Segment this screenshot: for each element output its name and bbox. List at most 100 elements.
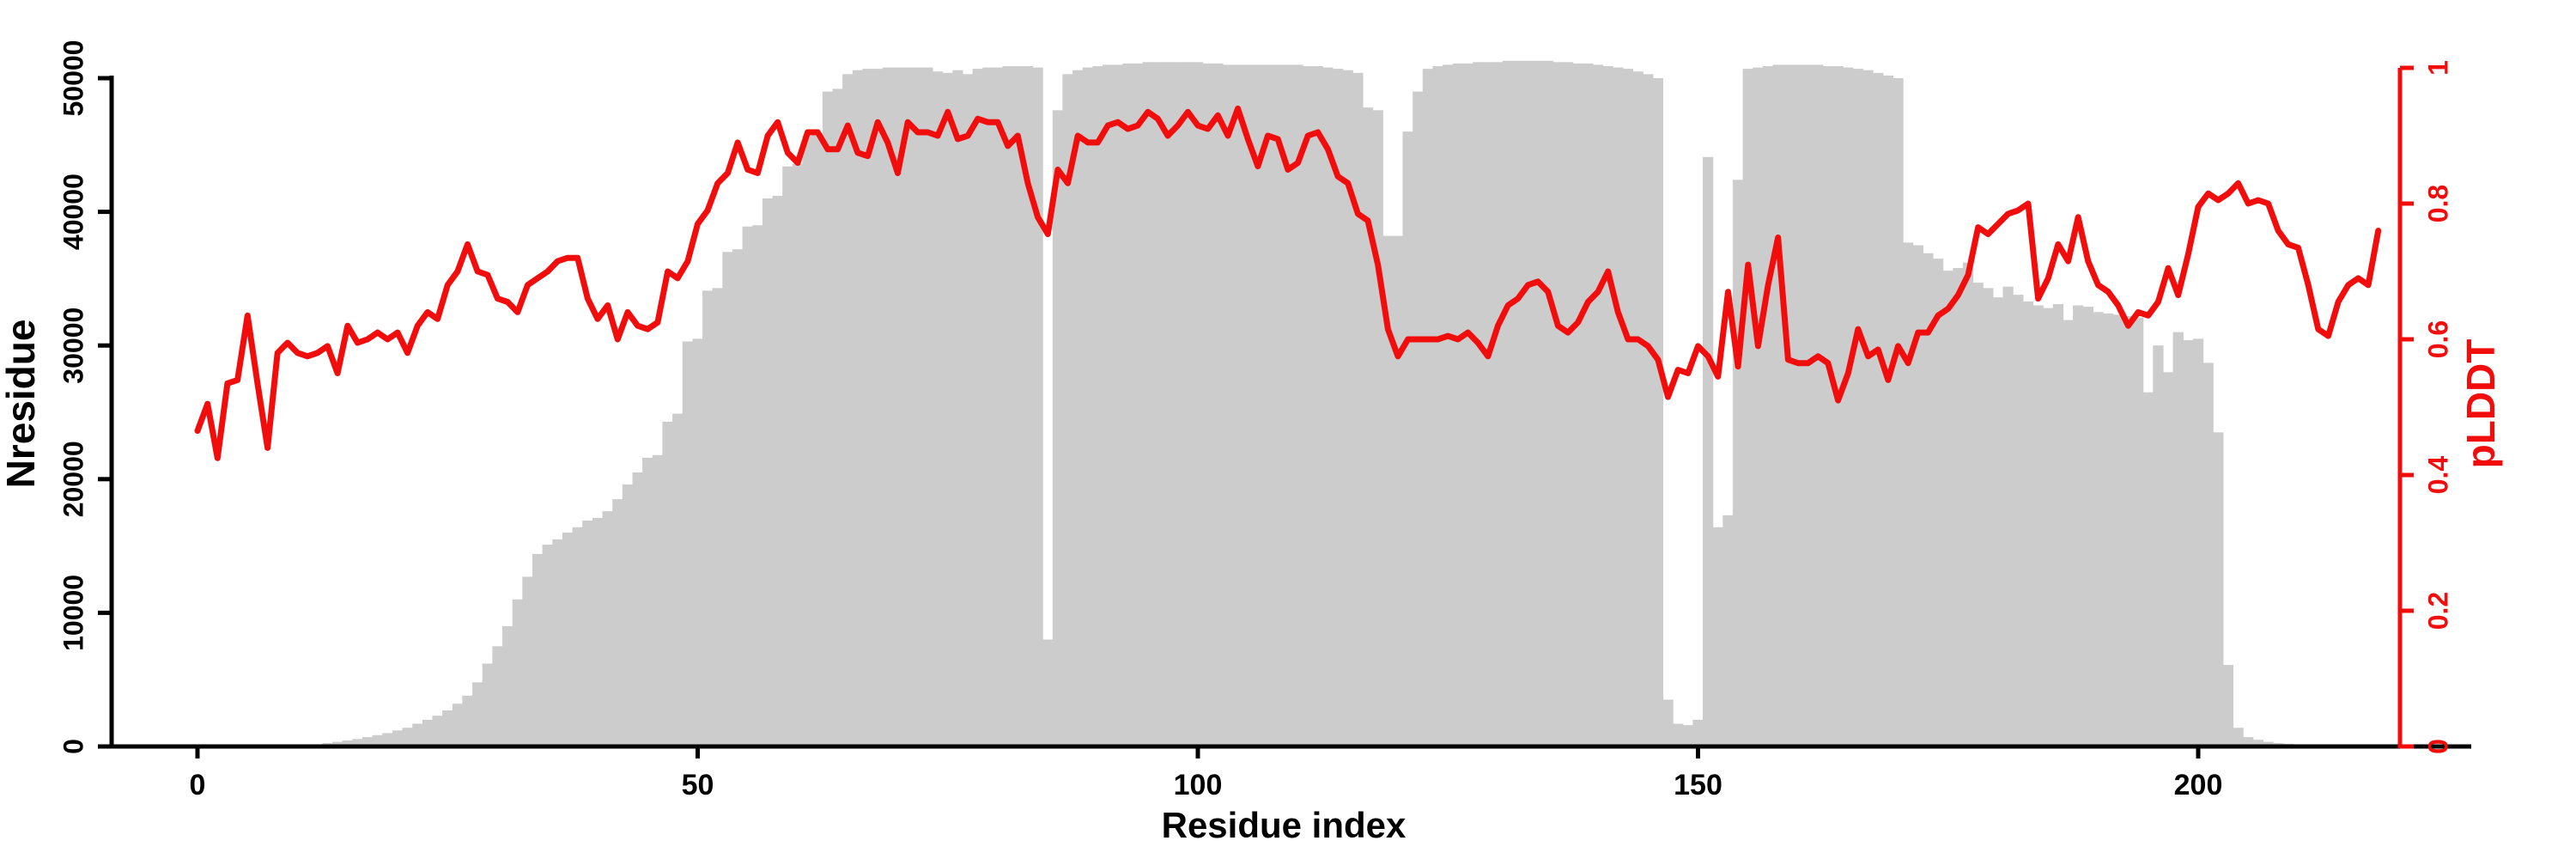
nresidue-bar — [722, 252, 733, 746]
nresidue-bar — [1052, 110, 1064, 747]
right-axis-title: pLDDT — [2458, 339, 2503, 469]
nresidue-bar — [1182, 62, 1194, 747]
nresidue-bar — [1312, 66, 1323, 746]
nresidue-bar — [1882, 75, 1893, 746]
nresidue-bar — [852, 70, 864, 746]
nresidue-bar — [1462, 63, 1473, 746]
nresidue-bar — [2243, 737, 2254, 746]
nresidue-bar — [1342, 70, 1353, 746]
nresidue-bar — [1512, 60, 1523, 747]
nresidue-bar — [632, 472, 643, 746]
left-axis-title: Nresidue — [0, 320, 43, 489]
nresidue-bar — [662, 421, 673, 746]
nresidue-bar — [482, 663, 493, 746]
nresidue-bar — [692, 338, 703, 746]
nresidue-bar — [392, 730, 404, 746]
nresidue-bar — [2112, 314, 2123, 746]
nresidue-bar — [1562, 62, 1574, 747]
nresidue-bar — [2013, 295, 2024, 747]
nresidue-bar — [1262, 64, 1273, 746]
nresidue-bar — [1592, 64, 1604, 746]
nresidue-bar — [1062, 74, 1073, 747]
nresidue-bar — [1712, 527, 1723, 746]
nresidue-bar — [1792, 64, 1804, 746]
nresidue-bar — [1032, 67, 1043, 747]
nresidue-bar — [1832, 66, 1844, 746]
nresidue-bar — [2032, 305, 2044, 746]
nresidue-bar — [2252, 740, 2264, 746]
nresidue-bar — [2183, 340, 2194, 746]
nresidue-bar — [1413, 91, 1424, 747]
nresidue-bar — [742, 226, 753, 746]
nresidue-bar — [422, 719, 434, 746]
nresidue-bar — [361, 737, 374, 746]
nresidue-bar — [842, 74, 854, 747]
nresidue-bar — [933, 71, 944, 746]
nresidue-bar — [1753, 67, 1764, 747]
nresidue-bar — [1172, 62, 1183, 747]
nresidue-bar — [1583, 63, 1594, 746]
nresidue-bar — [1042, 639, 1054, 746]
nresidue-bar — [732, 249, 744, 746]
nresidue-bar-series — [262, 60, 2374, 747]
nresidue-bar — [1333, 69, 1344, 747]
nresidue-bar — [492, 646, 503, 746]
nresidue-bar — [2133, 317, 2144, 746]
nresidue-bar — [802, 135, 813, 746]
nresidue-bar — [882, 67, 893, 747]
nresidue-bar — [1082, 67, 1093, 747]
nresidue-bar — [1432, 66, 1443, 746]
nresidue-bar — [862, 69, 873, 747]
nresidue-bar — [1962, 262, 1974, 746]
nresidue-bar — [1552, 62, 1564, 747]
nresidue-bar — [1742, 69, 1753, 747]
nresidue-bar — [1273, 64, 1284, 746]
nresidue-bar — [1122, 63, 1133, 746]
nresidue-bar — [2123, 316, 2134, 746]
nresidue-bar — [1602, 66, 1613, 746]
nresidue-bar — [902, 67, 914, 747]
nresidue-bar — [1192, 62, 1204, 747]
nresidue-bar — [1282, 64, 1293, 746]
nresidue-bar — [2022, 301, 2034, 746]
nresidue-bar — [1953, 268, 1964, 746]
nresidue-bar — [642, 457, 653, 746]
nresidue-bar — [2093, 312, 2104, 746]
nresidue-bar — [2002, 286, 2014, 746]
nresidue-bar — [1222, 64, 1234, 746]
nresidue-bar — [652, 454, 664, 746]
nresidue-bar — [1232, 64, 1243, 746]
nresidue-bar — [1492, 62, 1504, 747]
nresidue-bar — [1572, 63, 1583, 746]
nresidue-bar — [2103, 313, 2114, 746]
nresidue-bar — [1252, 64, 1264, 746]
nresidue-bar — [1152, 62, 1163, 747]
nresidue-bar — [602, 511, 613, 746]
nresidue-bar — [412, 723, 423, 746]
nresidue-bar — [1452, 63, 1464, 746]
nresidue-bar — [582, 521, 593, 746]
nresidue-bar — [1022, 66, 1034, 746]
nresidue-bar — [2202, 362, 2214, 746]
nresidue-bar — [1242, 64, 1254, 746]
nresidue-bar — [1142, 62, 1153, 747]
nresidue-bar — [2082, 307, 2093, 746]
nresidue-bar — [1443, 64, 1454, 746]
nresidue-bar — [702, 290, 714, 746]
nresidue-bar — [1822, 66, 1834, 746]
nresidue-bar — [1362, 107, 1374, 746]
nresidue-bar — [1813, 64, 1824, 746]
nresidue-bar — [1692, 719, 1704, 746]
nresidue-bar — [1542, 60, 1553, 747]
nresidue-bar — [2222, 665, 2234, 746]
nresidue-bar — [1942, 271, 1953, 747]
nresidue-bar — [1422, 69, 1434, 747]
nresidue-bar — [1482, 62, 1493, 747]
nresidue-bar — [402, 728, 413, 746]
nresidue-bar — [1092, 66, 1103, 746]
nresidue-bar — [792, 163, 804, 747]
nresidue-bar — [1783, 64, 1794, 746]
nresidue-bar — [1072, 70, 1084, 746]
nresidue-bar — [1662, 699, 1674, 746]
